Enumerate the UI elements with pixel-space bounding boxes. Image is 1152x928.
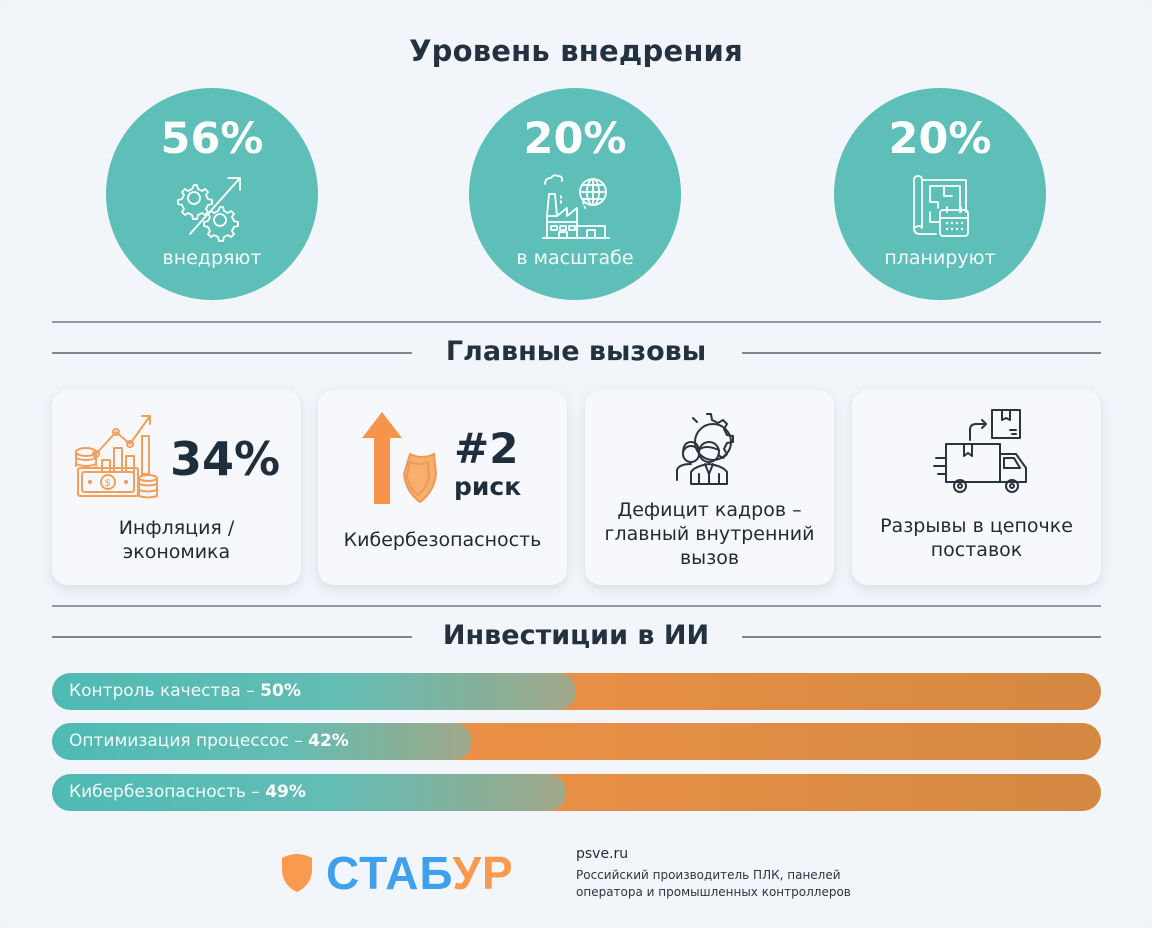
- cyber-rank-sub: риск: [454, 472, 522, 501]
- bar-fill: [52, 774, 566, 811]
- card-caption: Разрывы в цепочке поставок: [852, 514, 1101, 562]
- description-line: оператора и промышленных контроллеров: [576, 885, 851, 899]
- factory-globe-icon: [542, 174, 610, 239]
- adoption-value: 56%: [160, 114, 264, 164]
- card-caption: Дефицит кадров – главный внутренний вызо…: [585, 498, 834, 570]
- bar-label: Кибербезопасность – 49%: [69, 782, 306, 802]
- website-link[interactable]: psve.ru: [576, 846, 629, 862]
- bar-fill: [52, 723, 472, 760]
- people-gear-icon: [676, 413, 734, 485]
- challenge-card-supply-chain: Разрывы в цепочке поставок: [852, 390, 1101, 585]
- blueprint-calendar-icon: [913, 175, 969, 237]
- svg-text:$: $: [105, 478, 111, 489]
- caption-line: поставок: [930, 539, 1023, 561]
- adoption-circle-planning: 20% планируют: [834, 88, 1046, 300]
- adoption-circle-implementing: 56% внедряют: [106, 88, 318, 300]
- adoption-value: 20%: [888, 114, 992, 164]
- arrow-up-shield-icon: [362, 412, 438, 504]
- adoption-label: внедряют: [162, 247, 262, 269]
- caption-line: экономика: [122, 541, 231, 563]
- adoption-circle-at-scale: 20% в масштабе: [469, 88, 681, 300]
- challenge-card-inflation: $ 34% Инфляция / экономика: [52, 390, 301, 585]
- bar-label: Контроль качества – 50%: [69, 681, 301, 701]
- card-caption: Инфляция / экономика: [52, 516, 301, 564]
- title-line-right: [742, 636, 1101, 638]
- adoption-label: в масштабе: [516, 247, 634, 269]
- caption-line: Дефицит кадров –: [617, 499, 802, 521]
- caption-line: главный внутренний: [604, 523, 815, 545]
- investment-bar-cybersecurity: Кибербезопасность – 49%: [52, 774, 1101, 811]
- investments-title: Инвестиции в ИИ: [442, 620, 710, 651]
- caption-line: Инфляция /: [118, 517, 235, 539]
- challenge-card-staff-shortage: Дефицит кадров – главный внутренний вызо…: [585, 390, 834, 585]
- challenges-title: Главные вызовы: [445, 336, 707, 367]
- investment-bar-process-optimization: Оптимизация процессос – 42%: [52, 723, 1101, 760]
- section-divider: [52, 321, 1101, 323]
- bar-fill: [52, 673, 576, 710]
- description-line: Российский производитель ПЛК, панелей: [576, 868, 841, 882]
- caption-line: Разрывы в цепочке: [880, 515, 1073, 537]
- cyber-rank-value: #2: [454, 424, 519, 473]
- section-divider: [52, 605, 1101, 607]
- bar-label: Оптимизация процессос – 42%: [69, 731, 349, 751]
- adoption-title: Уровень внедрения: [409, 34, 743, 68]
- gears-growth-arrow-icon: [177, 177, 241, 242]
- challenge-card-cybersecurity: #2 риск Кибербезопасность: [318, 390, 567, 585]
- company-description: Российский производитель ПЛК, панелей оп…: [576, 867, 851, 901]
- adoption-value: 20%: [523, 114, 627, 164]
- adoption-label: планируют: [884, 247, 996, 269]
- card-caption: Кибербезопасность: [343, 529, 542, 551]
- investment-bar-quality-control: Контроль качества – 50%: [52, 673, 1101, 710]
- title-line-left: [52, 636, 412, 638]
- money-growth-chart-icon: $: [75, 415, 158, 499]
- caption-line: вызов: [679, 547, 740, 569]
- brand-name: СТАБУР: [326, 847, 514, 899]
- delivery-truck-icon: [933, 409, 1027, 493]
- title-line-left: [52, 352, 412, 354]
- inflation-value: 34%: [170, 432, 281, 486]
- title-line-right: [742, 352, 1101, 354]
- shield-icon: [282, 854, 312, 892]
